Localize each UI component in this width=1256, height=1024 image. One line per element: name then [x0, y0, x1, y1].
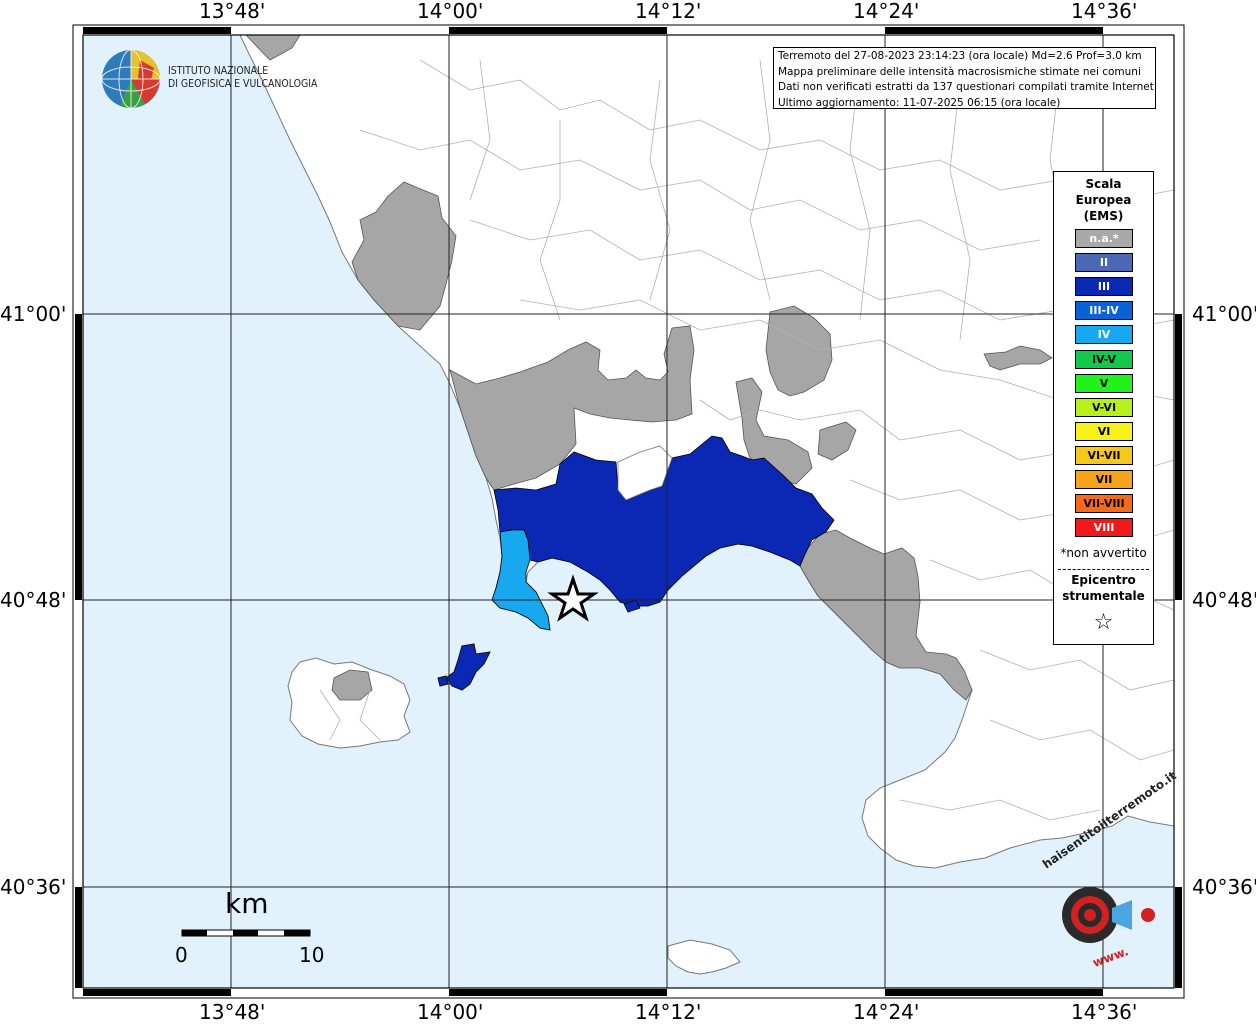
lon-label-bottom-4: 14°24': [853, 1000, 920, 1024]
ischia-na-area: [331, 669, 373, 701]
ingv-logo-line2: DI GEOFISICA E VULCANOLOGIA: [168, 77, 318, 90]
event-info-line1: Terremoto del 27-08-2023 23:14:23 (ora l…: [778, 50, 1142, 62]
scale-bar-unit: km: [225, 887, 269, 920]
frame-ticks: [75, 27, 1182, 996]
event-info-box: Terremoto del 27-08-2023 23:14:23 (ora l…: [773, 47, 1158, 109]
event-info-line2: Mappa preliminare delle intensità macros…: [778, 65, 1141, 78]
capri-island: [667, 939, 741, 975]
ingv-globe-logo-icon: [101, 49, 161, 109]
legend-swatch: VIII: [1075, 518, 1133, 538]
scale-bar: [181, 929, 311, 937]
legend-epicenter-line2: strumentale: [1062, 589, 1145, 603]
lon-label-bottom-3: 14°12': [635, 1000, 702, 1024]
legend-swatch: IV-V: [1075, 349, 1133, 369]
outer-frame: [72, 24, 1185, 999]
lat-label-right-3: 40°36': [1192, 875, 1256, 899]
map-frame: [82, 34, 1175, 989]
lat-label-left-3: 40°36': [0, 875, 67, 899]
intensity-iv-area: [491, 529, 551, 631]
legend-swatch: V-VI: [1075, 397, 1133, 417]
legend-swatch: VI-VII: [1075, 445, 1133, 465]
lat-label-right-2: 40°48': [1192, 588, 1256, 612]
scale-bar-end: 10: [299, 943, 325, 967]
lon-label-top-1: 13°48': [199, 0, 266, 23]
legend-swatch: IV: [1075, 325, 1133, 345]
legend-note: *non avvertito: [1060, 546, 1147, 560]
white-gap: [617, 445, 673, 501]
ingv-logo-line1: ISTITUTO NAZIONALE: [168, 64, 269, 77]
lat-label-left-1: 41°00': [0, 302, 67, 326]
lon-label-bottom-2: 14°00': [417, 1000, 484, 1024]
ischia-island: [287, 657, 411, 749]
legend-title-line2: Europea: [1075, 193, 1132, 207]
not-felt-areas: [245, 35, 1053, 701]
lon-label-top-5: 14°36': [1071, 0, 1138, 23]
legend-swatch: III: [1075, 277, 1133, 297]
lat-label-left-2: 40°48': [0, 588, 67, 612]
legend-title-line1: Scala: [1085, 177, 1122, 191]
intensity-iii-small: [623, 599, 641, 613]
legend-swatch: n.a.*: [1075, 229, 1133, 248]
legend-swatch: VI: [1075, 421, 1133, 441]
vivara-island: [437, 675, 449, 687]
lat-label-right-1: 41°00': [1192, 302, 1256, 326]
epicenter-star: [547, 574, 599, 622]
scale-bar-start: 0: [175, 943, 188, 967]
legend-swatch: VII: [1075, 470, 1133, 489]
event-info-line3: Dati non verificati estratti da 137 ques…: [778, 81, 1158, 93]
ingv-logo-text: ISTITUTO NAZIONALE DI GEOFISICA E VULCAN…: [168, 64, 317, 90]
hsit-target-logo-icon: [1062, 887, 1155, 943]
legend-title-line3: (EMS): [1083, 209, 1124, 223]
lon-label-bottom-5: 14°36': [1071, 1000, 1138, 1024]
lon-label-top-4: 14°24': [853, 0, 920, 23]
lon-label-top-2: 14°00': [417, 0, 484, 23]
legend-swatch: V: [1075, 373, 1133, 393]
legend-swatch: III-IV: [1075, 301, 1133, 321]
lon-label-bottom-1: 13°48': [199, 1000, 266, 1024]
legend-swatch: VII-VIII: [1075, 494, 1133, 514]
intensity-legend: Scala Europea (EMS) n.a.* II III III-IV IV IV…: [1053, 171, 1154, 645]
lon-label-top-3: 14°12': [635, 0, 702, 23]
legend-epicenter-line1: Epicentro: [1071, 573, 1136, 587]
legend-epicenter-star-icon: ☆: [1093, 610, 1114, 635]
legend-separator: [1058, 569, 1149, 570]
event-info-line4: Ultimo aggiornamento: 11-07-2025 06:15 (…: [778, 96, 1061, 109]
legend-swatch: II: [1075, 253, 1133, 273]
procida-island: [445, 643, 491, 691]
